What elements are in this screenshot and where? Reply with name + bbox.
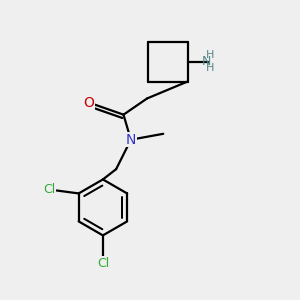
Text: Cl: Cl [97, 257, 109, 270]
Text: O: O [83, 96, 94, 110]
Text: N: N [126, 133, 136, 147]
Text: H: H [206, 63, 215, 73]
Text: Cl: Cl [43, 182, 55, 196]
Text: N: N [202, 55, 211, 68]
Text: H: H [206, 50, 215, 60]
